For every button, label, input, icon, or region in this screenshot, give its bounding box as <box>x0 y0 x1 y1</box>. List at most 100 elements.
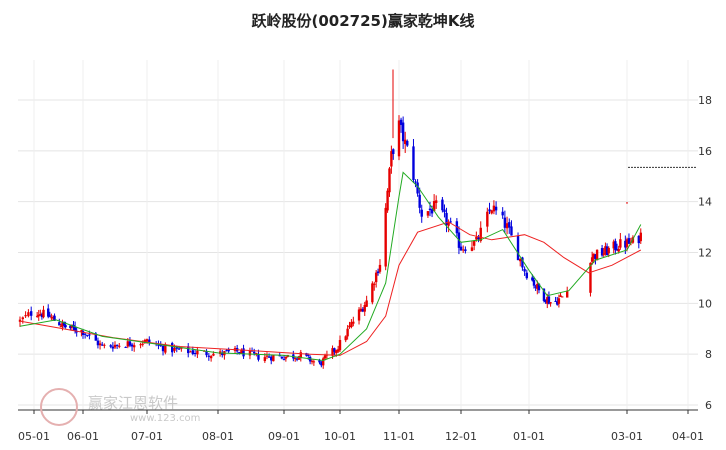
candle-body <box>532 280 536 286</box>
candle-body <box>175 346 178 349</box>
candle-body <box>299 352 302 358</box>
x-tick-label: 04-01 <box>672 430 704 443</box>
candle-body <box>430 209 434 214</box>
candle-body <box>191 350 195 355</box>
candle-body <box>595 249 599 261</box>
candle-body <box>96 340 100 346</box>
candle-body <box>18 319 22 322</box>
candle-body <box>525 272 529 279</box>
candle-body <box>378 264 382 272</box>
moving-averages <box>19 166 696 362</box>
candle-body <box>505 223 509 229</box>
candle-body <box>35 315 39 317</box>
candle-body <box>386 190 389 211</box>
candle-body <box>30 311 33 316</box>
candle-body <box>615 249 619 251</box>
y-tick-label: 16 <box>698 145 712 158</box>
candle-body <box>544 299 547 303</box>
candle-body <box>346 328 349 337</box>
candle-body <box>374 272 378 283</box>
candle-body <box>359 308 363 312</box>
candle-body <box>420 209 423 217</box>
candle-body <box>159 345 162 347</box>
chart-title: 跃岭股份(002725)赢家乾坤K线 <box>251 12 475 30</box>
candle-body <box>207 355 211 357</box>
candle-body <box>414 181 417 183</box>
candle-body <box>118 345 121 347</box>
y-tick-label: 14 <box>698 196 712 209</box>
candle-body <box>312 361 316 363</box>
candle-body <box>521 257 524 268</box>
candle-body <box>447 222 450 226</box>
candle-body <box>318 360 321 363</box>
candle-body <box>193 353 197 355</box>
short-ma-line <box>19 171 642 362</box>
candle-body <box>617 248 620 252</box>
candle-body <box>557 298 561 304</box>
candle-body <box>604 246 607 254</box>
candle-body <box>589 262 592 293</box>
candle-body <box>600 248 604 256</box>
x-tick-label: 09-01 <box>268 430 300 443</box>
candle-body <box>531 277 534 281</box>
candle-body <box>594 254 597 260</box>
candle-body <box>42 309 45 318</box>
candle-body <box>566 290 569 298</box>
candle-body <box>126 341 129 347</box>
candle-body <box>335 350 338 354</box>
x-tick-label: 10-01 <box>324 430 356 443</box>
candle-body <box>58 322 61 326</box>
candle-body <box>344 336 347 341</box>
candle-body <box>475 236 478 240</box>
candle-body <box>307 354 310 356</box>
y-tick-label: 6 <box>705 399 712 412</box>
candle-body <box>294 358 297 360</box>
axes <box>18 409 698 414</box>
candle-body <box>161 345 165 352</box>
candle-body <box>124 346 127 348</box>
candle-body <box>257 353 260 360</box>
x-tick-label: 08-01 <box>202 430 234 443</box>
candle-body <box>209 356 213 359</box>
tick-labels: 6 8 10 12 14 16 18 05-01 06-01 07-01 08-01 09-01 10-… <box>18 94 712 443</box>
candle-body <box>494 206 498 211</box>
candle-body <box>501 211 504 216</box>
candle-body <box>37 314 40 317</box>
candle-body <box>80 330 83 332</box>
candle-body <box>103 344 106 346</box>
candle-body <box>128 341 132 346</box>
candle-body <box>428 208 432 211</box>
candle-body <box>270 356 273 361</box>
candle-body <box>322 358 325 366</box>
candle-body <box>70 324 74 328</box>
candle-body <box>472 240 476 246</box>
candle-body <box>537 283 541 291</box>
candle-body <box>549 302 552 304</box>
candle-body <box>607 247 610 254</box>
candle-body <box>323 355 327 359</box>
candle-body <box>113 344 117 348</box>
long-ma-line <box>19 221 642 356</box>
candle-body <box>48 315 52 317</box>
candle-body <box>376 271 380 273</box>
candle-body <box>488 209 491 212</box>
candle-body <box>348 325 351 328</box>
candle-body <box>248 350 252 356</box>
candle-body <box>556 301 559 305</box>
y-tick-label: 18 <box>698 94 712 107</box>
candle-body <box>449 221 452 223</box>
candle-body <box>27 312 30 317</box>
candle-body <box>397 120 401 157</box>
candle-body <box>336 349 340 352</box>
candle-body <box>53 315 56 321</box>
candle-body <box>282 359 286 361</box>
candle-body <box>639 232 642 242</box>
candle-body <box>624 240 627 248</box>
candle-body <box>365 300 368 307</box>
candle-body <box>39 313 42 316</box>
candle-body <box>240 349 243 354</box>
candle-body <box>357 309 361 321</box>
candle-body <box>86 334 89 336</box>
candle-body <box>625 239 629 247</box>
candle-body <box>62 321 66 326</box>
